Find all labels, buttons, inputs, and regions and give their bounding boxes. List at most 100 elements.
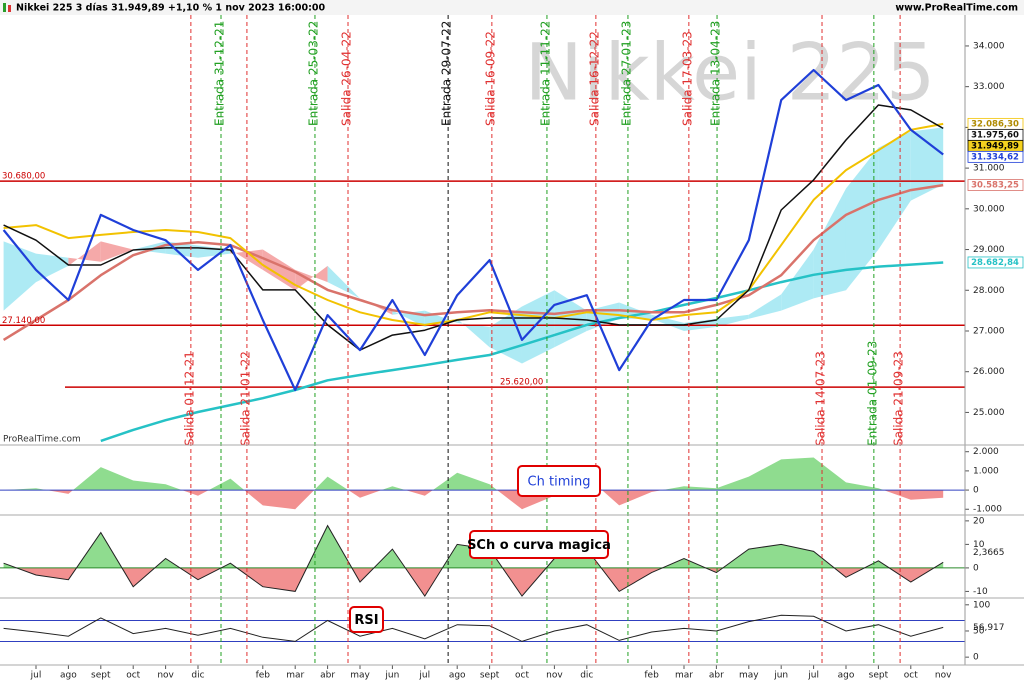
- x-tick-label: dic: [191, 671, 204, 681]
- cloud-segment: [295, 265, 328, 291]
- y-tick-label: 0: [973, 563, 979, 573]
- ma-line: [2, 183, 944, 341]
- y-tick-label: 30.000: [973, 204, 1005, 214]
- x-tick-label: may: [350, 671, 370, 681]
- signal-label: Salida 21-01-22: [238, 351, 252, 446]
- header-title: Nikkei 225 3 días 31.949,89 +1,10 % 1 no…: [16, 3, 326, 14]
- cloud-segment: [878, 131, 911, 250]
- y-tick-label: -1.000: [973, 505, 1002, 515]
- value-tag: 28.682,84: [971, 258, 1019, 268]
- y-tick-label: 10: [973, 540, 985, 550]
- level-label: 30.680,00: [2, 172, 45, 182]
- value-tag-box: [967, 256, 1024, 269]
- y-tick-label: 20: [973, 516, 985, 526]
- cloud-segment: [100, 241, 134, 262]
- x-tick-label: sept: [480, 671, 500, 681]
- signal-label: Salida 26-04-22: [340, 31, 354, 126]
- cloud-segment: [716, 314, 749, 327]
- value-tag: 32.086,30: [971, 119, 1019, 129]
- ma-line: [3, 104, 944, 351]
- header-site: www.ProRealTime.com: [895, 3, 1018, 14]
- signal-label: Salida 14-07-23: [814, 351, 828, 446]
- cloud-segment: [521, 290, 555, 364]
- y-tick-label: 0: [973, 486, 979, 496]
- value-tag: 31.975,60: [971, 130, 1019, 140]
- x-tick-label: jun: [773, 671, 788, 681]
- y-tick-label: 28.000: [973, 286, 1005, 296]
- ma-line: [100, 261, 944, 443]
- x-tick-label: sept: [91, 671, 111, 681]
- signal-label: Entrada 01-09-23: [865, 341, 879, 446]
- x-tick-label: nov: [935, 671, 952, 681]
- cloud-segment: [35, 253, 69, 283]
- level-label: 27.140,00: [2, 316, 45, 326]
- y-tick-label: 31.000: [973, 164, 1005, 174]
- ma-line: [3, 122, 944, 326]
- cloud-segment: [845, 147, 879, 291]
- y-tick-label: 33.000: [973, 82, 1005, 92]
- price-plot: [0, 68, 965, 443]
- signal-label: Salida 16-09-22: [483, 31, 497, 126]
- y-tick-label: -10: [973, 587, 988, 597]
- x-tick-label: mar: [286, 671, 304, 681]
- signal-label: Entrada 25-03-22: [306, 21, 320, 126]
- x-tick-label: oct: [515, 671, 529, 681]
- caption-box: [469, 530, 609, 559]
- x-tick-label: may: [739, 671, 759, 681]
- area-positive: [3, 457, 944, 491]
- signal-label: Entrada 31-12-21: [213, 21, 227, 126]
- x-tick-label: oct: [904, 671, 918, 681]
- source: ProRealTime.com: [3, 435, 81, 445]
- value-tag-box: [967, 179, 1024, 191]
- x-tick-label: mar: [675, 671, 693, 681]
- x-tick-label: abr: [320, 671, 335, 681]
- x-tick-label: jul: [30, 671, 42, 681]
- signal-label: Entrada 11-11-22: [538, 21, 552, 126]
- x-tick-label: sept: [869, 671, 889, 681]
- overlay: 25.000 26.000 27.000 28.000 29.000 30.000 31.0…: [2, 15, 1024, 681]
- indicator-line: [3, 614, 944, 642]
- cloud-segment: [781, 249, 814, 311]
- value-tag: 31.334,62: [971, 152, 1019, 162]
- area-negative: [3, 567, 944, 597]
- x-tick-label: jul: [418, 671, 430, 681]
- signal-label: Salida 21-09-23: [892, 351, 906, 446]
- ma-line: [2, 68, 944, 392]
- value-tag: 31.949,89: [971, 141, 1019, 151]
- x-tick-label: abr: [709, 671, 724, 681]
- y-tick-label: 2.000: [973, 447, 999, 457]
- panel-caption: RSI: [354, 613, 378, 628]
- y-tick-label: 25.000: [973, 408, 1005, 418]
- last-value-label: 56,917: [973, 623, 1005, 633]
- value-tag-box: [967, 150, 1024, 163]
- cloud-segment: [133, 241, 166, 254]
- panel-caption: Ch timing: [528, 475, 591, 490]
- y-tick-label: 26.000: [973, 367, 1005, 377]
- y-tick-label: 27.000: [973, 326, 1005, 336]
- cloud-segment: [68, 241, 101, 266]
- value-tag: 30.583,25: [971, 181, 1019, 191]
- last-value-label: 2,3665: [973, 548, 1005, 558]
- cloud-segment: [910, 127, 944, 201]
- header-icon: [8, 5, 11, 12]
- signal-label: Entrada 27-01-23: [619, 21, 633, 126]
- x-tick-label: feb: [256, 671, 271, 681]
- cloud-segment: [748, 294, 782, 319]
- y-tick-label: 50: [973, 626, 985, 636]
- x-tick-label: ago: [838, 671, 855, 681]
- header-icon: [3, 3, 6, 12]
- x-tick-label: nov: [546, 671, 563, 681]
- x-tick-label: feb: [644, 671, 659, 681]
- y-tick-label: 0: [973, 653, 979, 663]
- signal-label: Salida 01-12-21: [182, 351, 196, 446]
- x-tick-label: oct: [126, 671, 140, 681]
- y-tick-label: 1.000: [973, 466, 999, 476]
- signal-label: Salida 16-12-22: [587, 31, 601, 126]
- y-tick-label: 34.000: [973, 41, 1005, 51]
- x-tick-label: jun: [384, 671, 399, 681]
- watermark: Nikkei 225: [525, 28, 936, 118]
- caption-box: [517, 465, 601, 497]
- y-tick-label: 100: [973, 600, 990, 610]
- signal-label: Entrada 29-07-22: [440, 21, 454, 126]
